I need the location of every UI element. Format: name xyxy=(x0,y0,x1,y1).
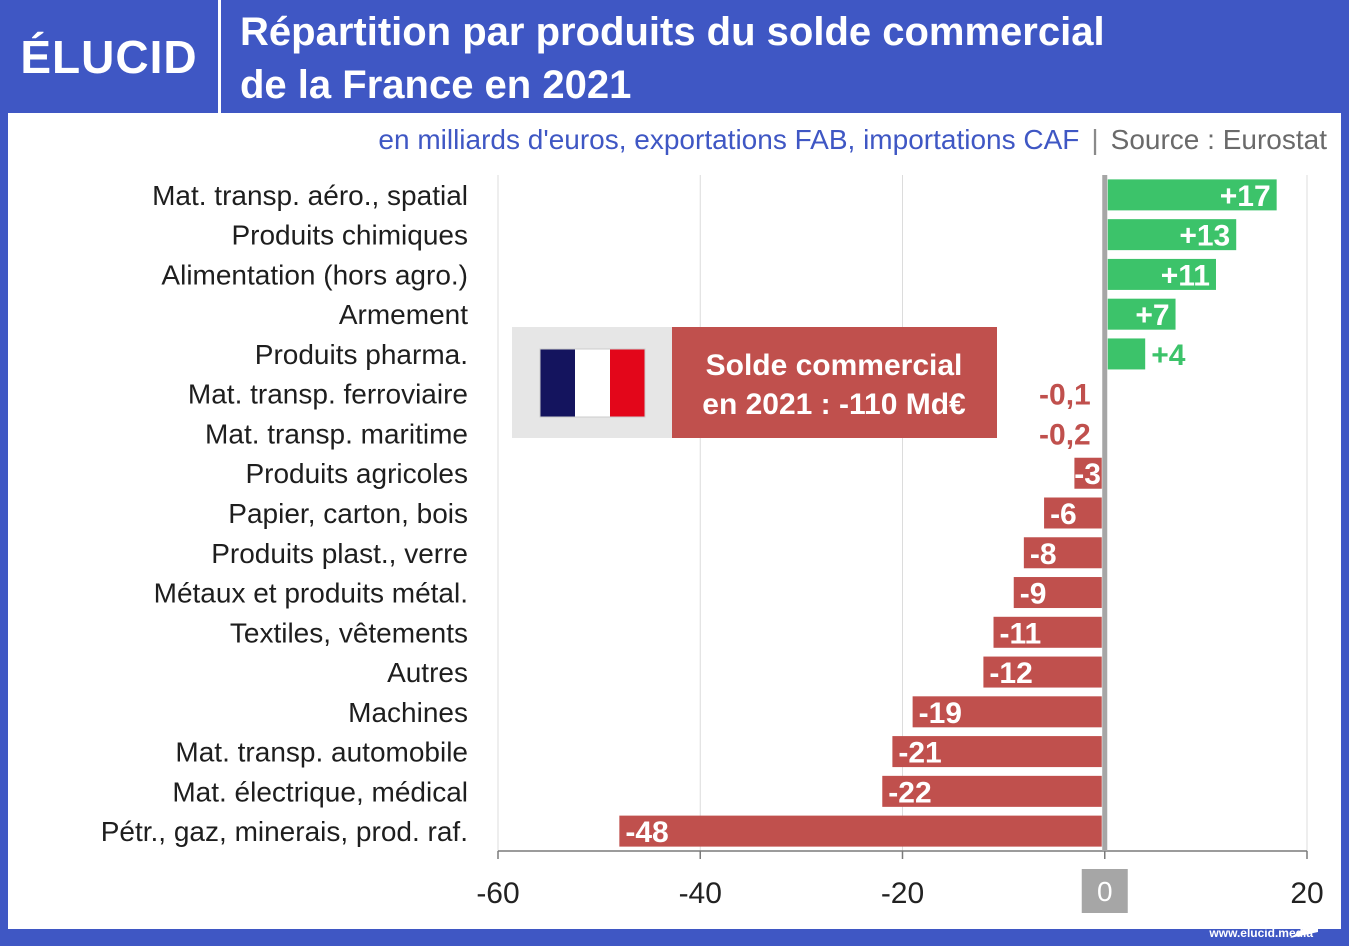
category-label: Armement xyxy=(339,299,468,330)
category-label: Produits agricoles xyxy=(245,458,468,489)
x-tick-label: -60 xyxy=(476,877,519,910)
callout-line-2: en 2021 : -110 Md€ xyxy=(702,388,966,421)
value-label: -22 xyxy=(888,776,931,809)
chart-title: Répartition par produits du solde commer… xyxy=(240,6,1330,112)
bar xyxy=(1107,219,1237,251)
value-label: -0,2 xyxy=(1039,418,1091,451)
value-label: -12 xyxy=(989,657,1032,690)
category-label: Produits plast., verre xyxy=(211,538,468,569)
bar xyxy=(912,696,1102,728)
category-label: Alimentation (hors agro.) xyxy=(161,259,468,290)
title-line-1: Répartition par produits du solde commer… xyxy=(240,10,1105,54)
flag-blue-stripe xyxy=(540,349,575,417)
x-tick-label: -20 xyxy=(881,877,924,910)
value-label: +7 xyxy=(1135,299,1169,332)
bar xyxy=(1107,179,1277,211)
value-label: -11 xyxy=(1000,617,1042,650)
category-label: Mat. transp. aéro., spatial xyxy=(152,180,468,211)
category-label: Mat. électrique, médical xyxy=(172,776,468,807)
bar xyxy=(892,736,1102,768)
value-label: -48 xyxy=(625,816,668,849)
footer-url: www.elucid.media xyxy=(1209,926,1313,940)
value-label: -3 xyxy=(1074,458,1101,491)
title-line-2: de la France en 2021 xyxy=(240,63,632,107)
france-flag-icon xyxy=(539,348,646,418)
subtitle-units: en milliards d'euros, exportations FAB, … xyxy=(378,124,1080,155)
bar xyxy=(993,616,1102,648)
zero-tick-box xyxy=(1081,869,1128,913)
category-label: Mat. transp. automobile xyxy=(175,737,468,768)
category-label: Produits chimiques xyxy=(231,220,468,251)
category-label: Textiles, vêtements xyxy=(230,617,468,648)
bar xyxy=(882,775,1102,807)
value-label: -21 xyxy=(898,737,941,770)
chart-subtitle: en milliards d'euros, exportations FAB, … xyxy=(378,124,1327,156)
subtitle-separator: | xyxy=(1091,124,1099,155)
category-label: Machines xyxy=(348,697,468,728)
subtitle-source: Source : Eurostat xyxy=(1110,124,1327,155)
x-tick-label-0: 0 xyxy=(1097,876,1113,907)
bar xyxy=(1044,497,1102,529)
category-label: Autres xyxy=(387,657,468,688)
bar xyxy=(1023,537,1102,569)
category-label: Pétr., gaz, minerais, prod. raf. xyxy=(101,816,468,847)
header-banner: ÉLUCID Répartition par produits du solde… xyxy=(0,0,1349,113)
value-label: +13 xyxy=(1179,220,1230,253)
logo-text: ÉLUCID xyxy=(20,30,198,83)
bar xyxy=(1013,577,1102,609)
flag-red-stripe xyxy=(610,349,645,417)
value-label: -6 xyxy=(1050,498,1077,531)
header-divider xyxy=(218,0,221,113)
bar xyxy=(619,815,1102,847)
callout-box xyxy=(672,327,997,438)
value-label: -8 xyxy=(1030,538,1057,571)
category-label: Produits pharma. xyxy=(255,339,468,370)
elucid-swoosh-icon xyxy=(1290,918,1318,938)
bar xyxy=(983,656,1102,688)
value-label: -19 xyxy=(919,697,962,730)
value-label: -9 xyxy=(1020,578,1047,611)
callout-line-1: Solde commercial xyxy=(706,349,963,382)
x-tick-label: -40 xyxy=(679,877,722,910)
category-label: Papier, carton, bois xyxy=(228,498,468,529)
value-label: +4 xyxy=(1151,339,1186,372)
category-label: Métaux et produits métal. xyxy=(154,578,468,609)
value-label: +17 xyxy=(1220,180,1271,213)
bar xyxy=(1107,338,1146,370)
bar xyxy=(1074,457,1102,489)
value-label: +11 xyxy=(1161,259,1210,292)
value-label: -0,1 xyxy=(1039,379,1091,412)
elucid-logo: ÉLUCID xyxy=(0,0,218,113)
x-tick-label: 20 xyxy=(1290,877,1323,910)
bar xyxy=(1107,298,1176,330)
category-label: Mat. transp. ferroviaire xyxy=(188,379,468,410)
bar xyxy=(1107,258,1216,290)
flag-white-stripe xyxy=(575,349,610,417)
category-label: Mat. transp. maritime xyxy=(205,418,468,449)
